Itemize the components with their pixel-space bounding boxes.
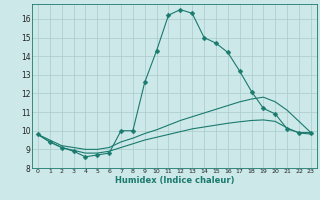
X-axis label: Humidex (Indice chaleur): Humidex (Indice chaleur) [115,176,234,185]
